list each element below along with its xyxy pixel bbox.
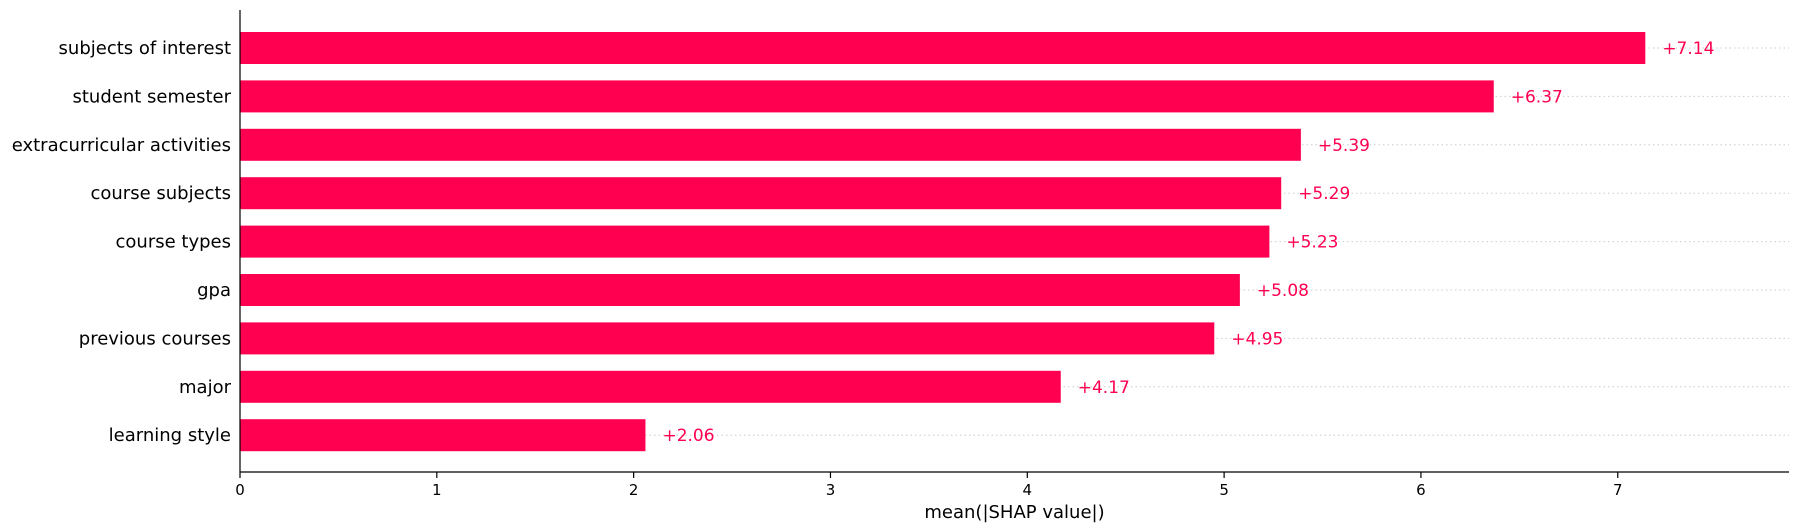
value-label: +5.29: [1298, 184, 1350, 204]
value-label: +7.14: [1662, 39, 1714, 59]
category-label: student semester: [72, 86, 231, 107]
category-label: course types: [116, 232, 231, 253]
bars: [240, 32, 1646, 452]
x-tick-label: 5: [1219, 481, 1229, 499]
x-tick-label: 3: [826, 481, 836, 499]
value-label: +4.17: [1078, 378, 1130, 398]
value-label: +5.39: [1318, 136, 1370, 156]
x-tick-label: 1: [432, 481, 442, 499]
category-label: learning style: [109, 425, 231, 446]
value-label: +5.08: [1257, 281, 1309, 301]
x-tick-label: 6: [1416, 481, 1426, 499]
category-label: previous courses: [79, 328, 231, 349]
bar: [240, 80, 1494, 113]
bar: [240, 322, 1215, 355]
bar: [240, 32, 1646, 64]
x-axis-title: mean(|SHAP value|): [924, 502, 1104, 523]
bar: [240, 177, 1282, 210]
bar: [240, 274, 1240, 306]
axes: [239, 10, 1789, 473]
bar: [240, 128, 1301, 161]
category-label: major: [179, 377, 232, 398]
x-tick-label: 4: [1023, 481, 1033, 499]
value-label: +5.23: [1286, 233, 1338, 253]
x-tick-label: 7: [1613, 481, 1623, 499]
category-label: subjects of interest: [59, 38, 231, 59]
value-label: +6.37: [1511, 87, 1563, 107]
value-labels: +7.14 +6.37 +5.39 +5.29 +5.23 +5.08 +4.95 +4.17…: [662, 39, 1714, 446]
category-labels: subjects of interest student semester extr…: [12, 38, 232, 446]
x-tick-label: 0: [235, 481, 245, 499]
category-label: extracurricular activities: [12, 135, 231, 156]
bar: [240, 225, 1270, 258]
x-ticks: 0 1 2 3 4 5 6 7: [235, 472, 1623, 499]
x-tick-label: 2: [629, 481, 639, 499]
bar: [240, 370, 1061, 403]
value-label: +4.95: [1231, 329, 1283, 349]
bar: [240, 419, 646, 452]
category-label: gpa: [197, 280, 231, 301]
value-label: +2.06: [662, 426, 714, 446]
category-label: course subjects: [90, 183, 231, 204]
